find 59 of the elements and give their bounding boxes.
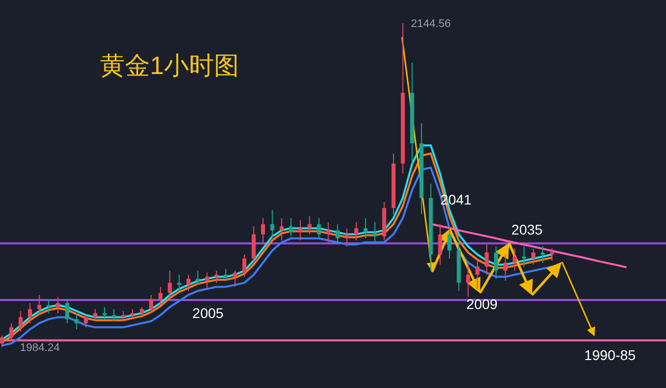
candlestick xyxy=(522,246,526,268)
candlestick xyxy=(475,258,480,290)
candlestick xyxy=(140,306,144,318)
candlestick xyxy=(503,254,508,282)
candlestick xyxy=(540,246,545,264)
candlestick xyxy=(494,246,498,280)
candlestick xyxy=(84,314,88,328)
candlestick xyxy=(149,294,154,314)
candlestick xyxy=(205,272,210,290)
candlestick xyxy=(270,210,274,239)
candlestick xyxy=(0,334,4,348)
annotation: 1990-85 xyxy=(584,347,636,363)
candlestick xyxy=(121,310,126,322)
candlestick xyxy=(65,298,70,324)
candlestick xyxy=(186,274,190,292)
candlestick xyxy=(74,312,79,330)
annotation: 2035 xyxy=(511,221,543,238)
candlestick xyxy=(438,224,442,266)
candlestick xyxy=(466,264,470,298)
candlestick xyxy=(336,224,340,245)
candlestick xyxy=(214,270,218,284)
candlestick xyxy=(298,220,302,241)
candlestick xyxy=(364,218,368,239)
annotation: 2009 xyxy=(466,296,498,312)
candlestick xyxy=(224,268,228,282)
candlestick xyxy=(93,308,98,322)
annotation: 2144.56 xyxy=(411,18,451,30)
candlestick xyxy=(280,218,284,241)
annotation: 1984.24 xyxy=(20,342,60,354)
candlestick xyxy=(196,270,200,286)
candlestick xyxy=(261,218,266,243)
candlestick xyxy=(550,248,554,262)
candlestick xyxy=(28,302,32,324)
candlestick xyxy=(102,306,107,320)
candlestick xyxy=(372,222,377,243)
candlestick xyxy=(344,228,349,247)
candlestick xyxy=(177,274,182,292)
annotation: 2005 xyxy=(192,305,224,321)
candlestick xyxy=(484,244,489,276)
candlestick xyxy=(447,226,452,260)
candlestick xyxy=(37,294,42,316)
candlestick xyxy=(46,298,51,314)
candlestick xyxy=(130,308,135,320)
candlestick xyxy=(242,254,246,278)
candlestick xyxy=(316,218,321,239)
candlestick xyxy=(354,222,358,241)
candlestick xyxy=(233,270,238,288)
candlestick xyxy=(56,296,60,314)
candlestick xyxy=(18,310,23,332)
candlestick xyxy=(9,322,14,342)
candlestick xyxy=(326,222,330,243)
candlestick xyxy=(308,216,312,235)
text: 黄金1小时图 xyxy=(100,52,239,80)
candlestick xyxy=(288,218,293,237)
candlestick xyxy=(168,270,172,300)
candlestick xyxy=(512,248,517,272)
candlestick xyxy=(531,248,536,266)
candlestick xyxy=(112,308,116,322)
candlestick xyxy=(158,286,162,306)
